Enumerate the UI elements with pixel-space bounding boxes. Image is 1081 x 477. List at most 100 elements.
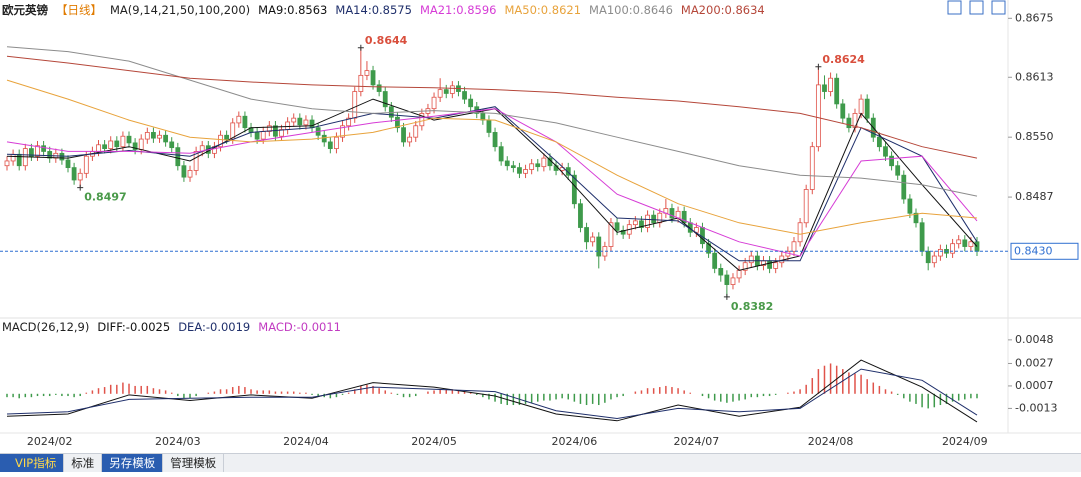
- legend-entry: MA14:0.8575: [335, 3, 412, 17]
- candle-body: [584, 227, 589, 243]
- x-tick-label: 2024/07: [674, 435, 720, 448]
- candle-body: [334, 136, 339, 149]
- candle-body: [632, 220, 638, 226]
- extreme-marker: [77, 184, 84, 191]
- candle-body: [132, 142, 138, 150]
- candle-body: [181, 165, 187, 178]
- extreme-label: 0.8497: [84, 191, 126, 204]
- candle-body: [553, 165, 559, 171]
- candle-body: [742, 262, 748, 271]
- candle-body: [462, 91, 467, 100]
- candle-body: [535, 163, 541, 168]
- indicator-line: [6, 106, 978, 262]
- candle-body: [102, 144, 108, 149]
- toolbar-tab[interactable]: 另存模板: [102, 454, 164, 472]
- candle-body: [187, 170, 193, 178]
- y-tick-label: -0.0013: [1015, 401, 1057, 414]
- legend-entry: DIFF:-0.0025: [97, 320, 171, 334]
- candle-body: [382, 91, 388, 108]
- candle-body: [419, 113, 425, 127]
- candle-body: [956, 239, 962, 245]
- candle-body: [364, 70, 370, 76]
- candle-body: [767, 260, 772, 269]
- y-tick-label: 0.8487: [1015, 190, 1054, 203]
- candle-body: [151, 132, 156, 139]
- candle-body: [370, 70, 376, 86]
- x-tick-label: 2024/09: [942, 435, 988, 448]
- candle-body: [730, 277, 736, 285]
- candle-body: [974, 241, 980, 252]
- candle-body: [614, 222, 620, 231]
- candle-body: [175, 147, 181, 167]
- candle-body: [541, 157, 547, 168]
- candle-body: [901, 174, 907, 200]
- candle-body: [962, 239, 968, 247]
- toolbar-tab[interactable]: 管理模板: [163, 454, 225, 472]
- legend-entry: MA50:0.8621: [504, 3, 582, 17]
- icon-button[interactable]: [991, 0, 1006, 15]
- candle-body: [242, 115, 248, 129]
- candle-body: [29, 148, 34, 157]
- candle-body: [41, 145, 47, 152]
- legend-entry: MA9:0.8563: [258, 3, 328, 17]
- indicator-line: [6, 98, 978, 271]
- last-price-box: [1010, 242, 1079, 260]
- candle-body: [449, 85, 455, 94]
- candle-body: [59, 152, 65, 161]
- candle-body: [937, 248, 943, 257]
- candle-body: [35, 145, 40, 157]
- candle-body: [254, 132, 260, 140]
- candle-body: [523, 169, 528, 174]
- candle-body: [797, 222, 803, 243]
- candle-body: [596, 236, 602, 257]
- x-tick-label: 2024/06: [552, 435, 598, 448]
- candle-body: [504, 160, 510, 167]
- candle-body: [645, 214, 650, 228]
- candle-body: [346, 117, 352, 127]
- candle-body: [218, 134, 223, 148]
- candle-body: [950, 243, 955, 254]
- candle-body: [71, 167, 77, 181]
- extreme-label: 0.8382: [731, 300, 773, 313]
- x-tick-label: 2024/05: [411, 435, 457, 448]
- y-tick-label: 0.8675: [1015, 11, 1054, 24]
- candle-body: [47, 151, 53, 159]
- candle-body: [468, 98, 474, 108]
- candle-body: [303, 119, 309, 126]
- candle-body: [413, 125, 419, 138]
- candle-body: [486, 119, 492, 133]
- candle-body: [907, 198, 913, 214]
- x-tick-label: 2024/02: [27, 435, 73, 448]
- candle-body: [779, 255, 785, 264]
- toolbar-tab[interactable]: 标准: [64, 454, 103, 472]
- candle-body: [913, 212, 919, 224]
- candle-body: [224, 134, 230, 140]
- icon-button[interactable]: [947, 0, 962, 15]
- y-tick-label: 0.0027: [1015, 356, 1054, 369]
- toolbar-tab[interactable]: VIP指标: [8, 454, 65, 472]
- candle-body: [96, 144, 101, 152]
- period[interactable]: 【日线】: [56, 3, 102, 17]
- ma-title: MA(9,14,21,50,100,200): [110, 3, 251, 17]
- candle-body: [773, 262, 779, 269]
- y-tick-label: 0.8550: [1015, 130, 1054, 143]
- candle-body: [163, 134, 169, 143]
- legend-entry: MA200:0.8634: [680, 3, 765, 17]
- candle-body: [321, 134, 327, 143]
- candle-body: [395, 116, 400, 129]
- indicator-line: [6, 108, 978, 257]
- candle-body: [10, 153, 16, 162]
- candle-body: [517, 167, 522, 174]
- candle-body: [492, 132, 498, 148]
- extreme-marker: [357, 44, 364, 51]
- candle-body: [748, 255, 754, 264]
- candle-body: [590, 236, 596, 243]
- candle-body: [864, 98, 870, 119]
- x-tick-label: 2024/08: [808, 435, 854, 448]
- candle-body: [712, 252, 718, 269]
- symbol: 欧元英镑: [2, 3, 48, 17]
- icon-button[interactable]: [969, 0, 984, 15]
- legend-entry: MACD:-0.0011: [258, 320, 342, 334]
- candle-body: [803, 189, 809, 224]
